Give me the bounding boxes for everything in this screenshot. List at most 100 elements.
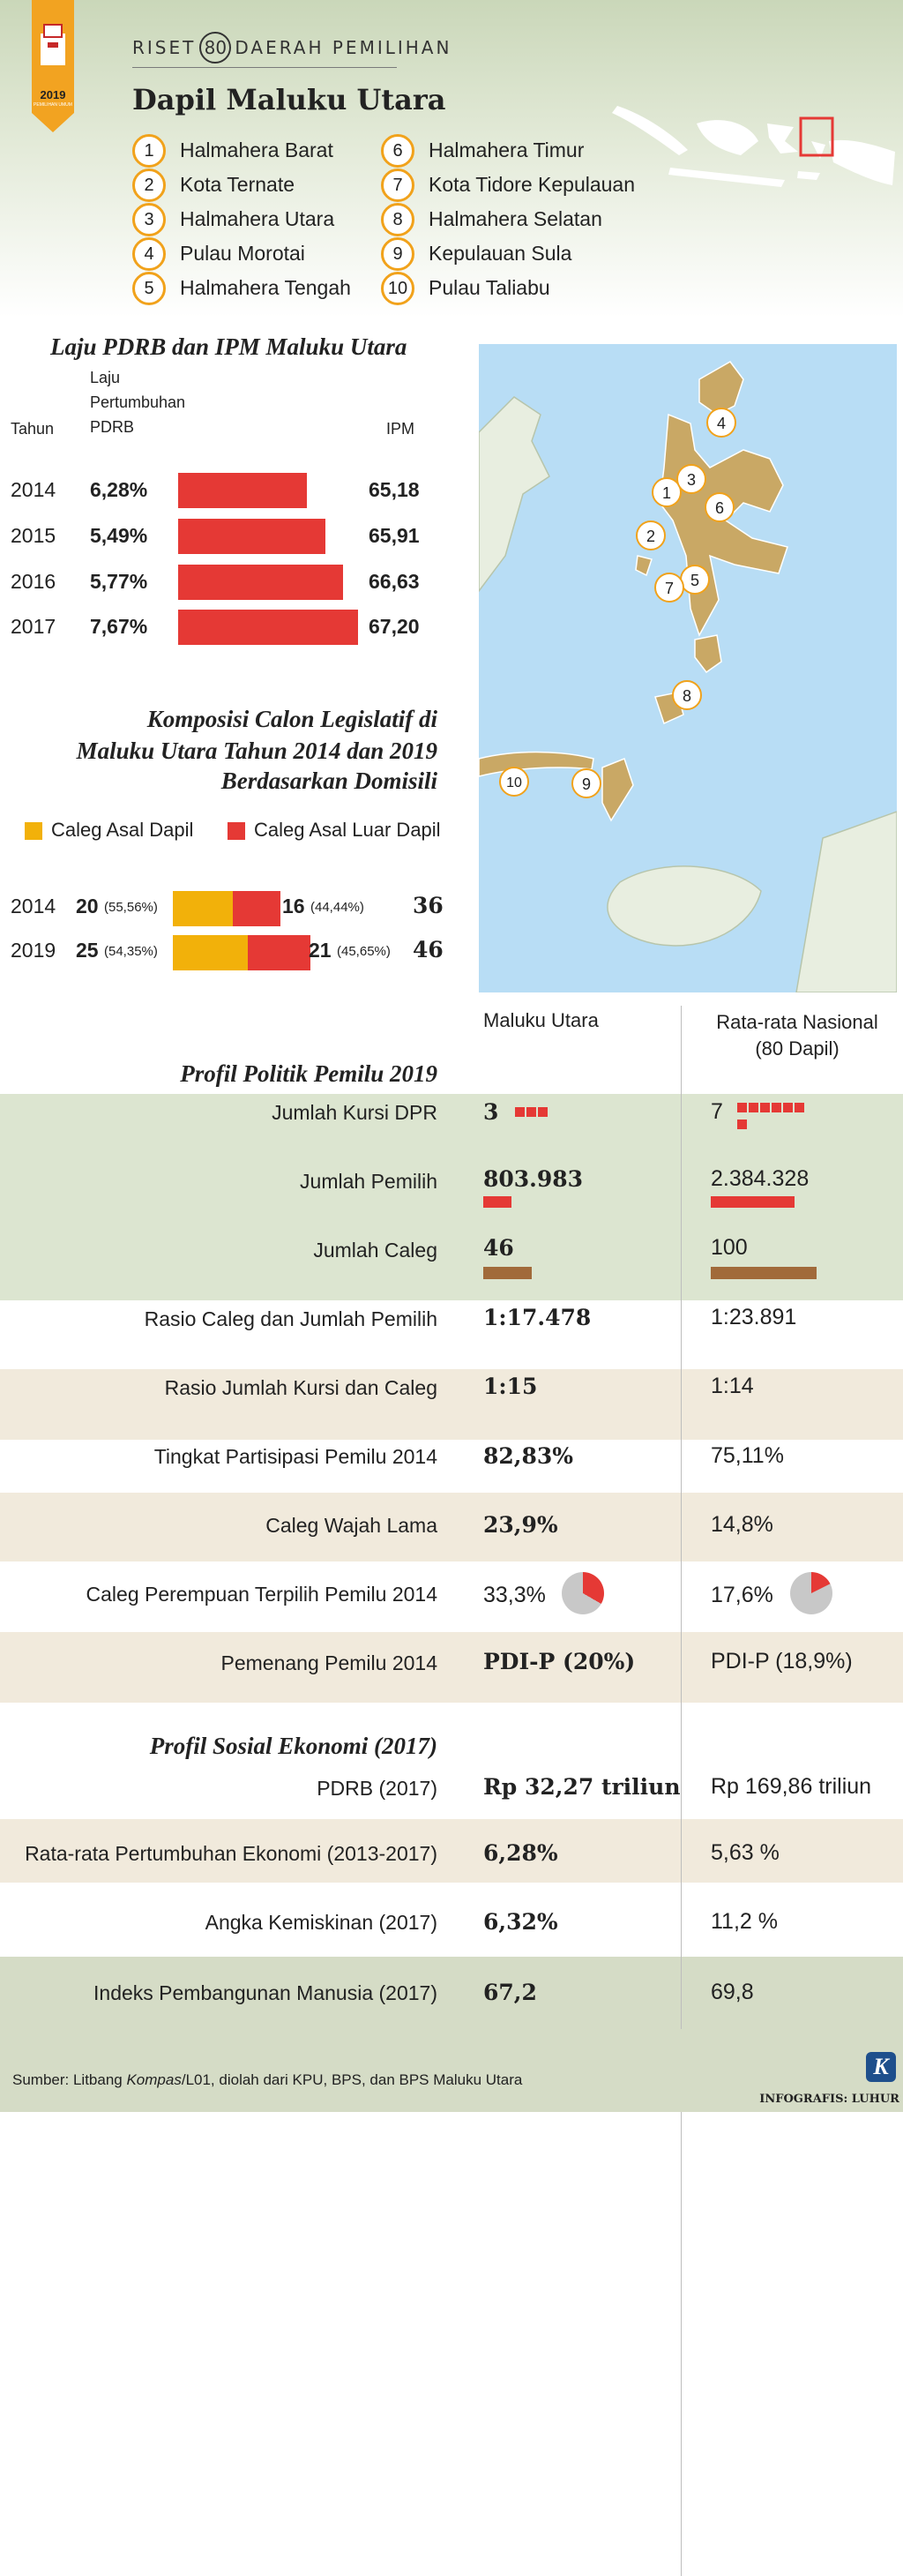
ipm-2017-national: 69,8 xyxy=(711,1980,754,2004)
pertumbuhan-local: 6,28% xyxy=(483,1840,558,1866)
perempuan-local: 33,3% xyxy=(483,1583,546,1607)
rasio-pemilih-label: Rasio Caleg dan Jumlah Pemilih xyxy=(144,1307,437,1330)
source-note: Sumber: Litbang Kompas/L01, diolah dari … xyxy=(12,2071,523,2088)
pemenang-local: PDI-P (20%) xyxy=(483,1649,636,1674)
pertumbuhan-national: 5,63 % xyxy=(711,1840,780,1865)
island-morotai xyxy=(698,361,744,416)
col-header-local: Maluku Utara xyxy=(483,1009,599,1031)
map-marker: 10 xyxy=(499,767,529,797)
district-item: 6 Halmahera Timur xyxy=(381,133,635,168)
svg-text:9: 9 xyxy=(582,775,591,793)
column-divider xyxy=(681,1006,682,2576)
politik-title: Profil Politik Pemilu 2019 xyxy=(180,1060,437,1087)
seat-square xyxy=(772,1103,781,1112)
indonesia-overview-map xyxy=(612,106,895,187)
district-item: 4 Pulau Morotai xyxy=(132,236,351,271)
svg-text:6: 6 xyxy=(715,499,724,517)
legend-swatch-outside xyxy=(228,822,245,841)
caleg-row: 2014 20 (55,56%) 16 (44,44%) 36 xyxy=(0,886,459,926)
district-item: 1 Halmahera Barat xyxy=(132,133,351,168)
pertumbuhan-label: Rata-rata Pertumbuhan Ekonomi (2013-2017… xyxy=(25,1842,437,1865)
neighbor-land xyxy=(479,396,550,593)
badge-year: 2019 xyxy=(40,88,66,101)
caleg-title-1: Komposisi Calon Legislatif di xyxy=(146,706,437,732)
row-band xyxy=(0,1632,903,1703)
header-band: 2019 PEMILIHAN UMUM RISET 80 DAERAH PEMILI… xyxy=(0,0,903,318)
caleg-count-national: 100 xyxy=(711,1235,748,1260)
district-item: 10 Pulau Taliabu xyxy=(381,271,635,305)
svg-text:8: 8 xyxy=(683,687,691,705)
partisipasi-local: 82,83% xyxy=(483,1443,574,1469)
pdrb-row: 2016 5,77% 66,63 xyxy=(11,565,434,600)
sosial-title: Profil Sosial Ekonomi (2017) xyxy=(149,1733,437,1759)
pdrb-col-growth-2: Pertumbuhan xyxy=(90,393,186,411)
badge-caption: PEMILIHAN UMUM xyxy=(34,102,72,108)
district-item: 3 Halmahera Utara xyxy=(132,202,351,236)
kursi-local: 3 xyxy=(483,1099,549,1125)
district-item: 8 Halmahera Selatan xyxy=(381,202,635,236)
neighbor-land xyxy=(795,811,897,992)
seat-square xyxy=(538,1107,549,1117)
caleg-bar-outside xyxy=(233,891,281,926)
col-header-national: Rata-rata Nasional (80 Dapil) xyxy=(716,1011,878,1060)
map-marker: 5 xyxy=(680,565,710,595)
caleg-count-bar-national xyxy=(711,1267,817,1279)
map-marker: 3 xyxy=(676,464,706,494)
ipm-bar xyxy=(178,473,307,508)
highlight-box xyxy=(799,116,834,157)
district-item: 7 Kota Tidore Kepulauan xyxy=(381,168,635,202)
district-item: 9 Kepulauan Sula xyxy=(381,236,635,271)
seat-squares-local xyxy=(515,1099,549,1125)
caleg-count-label: Jumlah Caleg xyxy=(313,1239,437,1262)
district-list-right: 6 Halmahera Timur 7 Kota Tidore Kepulauan … xyxy=(381,133,635,305)
map-marker: 4 xyxy=(706,408,736,438)
kompas-logo: K xyxy=(866,2052,896,2082)
svg-text:5: 5 xyxy=(690,572,699,589)
pemilih-label: Jumlah Pemilih xyxy=(300,1170,437,1193)
pdrb-col-year: Tahun xyxy=(11,420,55,438)
map-markers: 1 2 3 4 5 6 7 8 9 10 xyxy=(499,408,736,798)
legend-local: Caleg Asal Dapil xyxy=(25,819,193,842)
map-marker: 1 xyxy=(652,477,682,507)
pdrb-row: 2017 7,67% 67,20 xyxy=(11,610,434,645)
perempuan-national: 17,6% xyxy=(711,1583,773,1607)
pemilih-national: 2.384.328 xyxy=(711,1166,810,1191)
seat-square xyxy=(737,1103,747,1112)
kemiskinan-label: Angka Kemiskinan (2017) xyxy=(205,1911,437,1934)
caleg-title-2: Maluku Utara Tahun 2014 dan 2019 xyxy=(76,738,437,764)
partisipasi-national: 75,11% xyxy=(711,1443,784,1468)
neighbor-land xyxy=(607,865,762,947)
row-band xyxy=(0,1493,903,1561)
footer-band xyxy=(0,2029,903,2112)
row-band xyxy=(0,1819,903,1883)
seat-square xyxy=(783,1103,793,1112)
perempuan-pie-local xyxy=(562,1572,604,1614)
caleg-bar-local xyxy=(173,891,233,926)
map-marker: 7 xyxy=(654,573,684,603)
pemilih-local: 803.983 xyxy=(483,1166,584,1192)
svg-text:7: 7 xyxy=(665,580,674,597)
pdrb-2017-national: Rp 169,86 triliun xyxy=(711,1774,872,1799)
map-marker: 8 xyxy=(672,680,702,710)
seat-squares-national xyxy=(737,1103,817,1136)
wajah-lama-national: 14,8% xyxy=(711,1512,773,1537)
district-item: 2 Kota Ternate xyxy=(132,168,351,202)
ipm-bar xyxy=(178,565,343,600)
kemiskinan-national: 11,2 % xyxy=(711,1909,778,1934)
wajah-lama-label: Caleg Wajah Lama xyxy=(265,1514,437,1537)
kursi-label: Jumlah Kursi DPR xyxy=(272,1101,437,1124)
row-band xyxy=(0,1369,903,1440)
svg-text:1: 1 xyxy=(662,484,671,502)
pemenang-national: PDI-P (18,9%) xyxy=(711,1649,853,1674)
seat-square xyxy=(795,1103,804,1112)
island-sula xyxy=(601,758,634,822)
ipm-2017-label: Indeks Pembangunan Manusia (2017) xyxy=(93,1981,437,2004)
page-title: Dapil Maluku Utara xyxy=(132,83,446,116)
pdrb-row: 2015 5,49% 65,91 xyxy=(11,519,434,554)
caleg-bar-local xyxy=(173,935,248,970)
district-item: 5 Halmahera Tengah xyxy=(132,271,351,305)
rasio-pemilih-national: 1:23.891 xyxy=(711,1305,797,1329)
wajah-lama-local: 23,9% xyxy=(483,1512,558,1538)
seat-square xyxy=(737,1120,747,1129)
map-marker: 9 xyxy=(571,768,601,798)
